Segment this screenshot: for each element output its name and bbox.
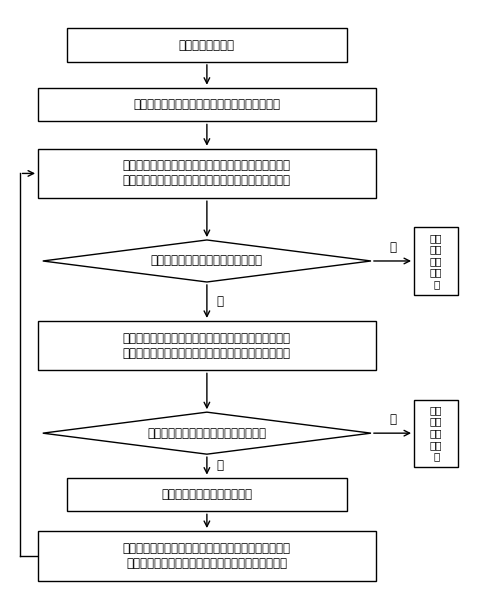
Text: 内容项标签信息是否符合巡检内容规定: 内容项标签信息是否符合巡检内容规定 — [147, 427, 267, 440]
FancyBboxPatch shape — [38, 321, 376, 371]
FancyBboxPatch shape — [67, 28, 347, 62]
FancyBboxPatch shape — [38, 88, 376, 121]
Text: 否: 否 — [389, 241, 396, 254]
Text: 对巡
检人
员进
行提
醒: 对巡 检人 员进 行提 醒 — [430, 233, 442, 289]
Text: 当前巡检点所有巡检项检查完后，将扫描到的标签信息
和巡检信息传回巡检服务中心，并检查下一个巡检点: 当前巡检点所有巡检项检查完后，将扫描到的标签信息 和巡检信息传回巡检服务中心，并… — [123, 542, 291, 570]
FancyBboxPatch shape — [67, 478, 347, 511]
Text: 发布巡检任务信息: 发布巡检任务信息 — [179, 38, 235, 52]
FancyBboxPatch shape — [414, 400, 459, 466]
Text: 位置标签信息是否符合巡检路线规定: 位置标签信息是否符合巡检路线规定 — [151, 255, 263, 268]
Text: 接收巡检任务信息，并对巡检人员进行工作指示: 接收巡检任务信息，并对巡检人员进行工作指示 — [134, 98, 280, 111]
Text: 按照巡检任务信息依次对每个巡检点进行巡检，并在对
每个巡检点进行检查之前，扫描对应巡检点的位置标签: 按照巡检任务信息依次对每个巡检点进行巡检，并在对 每个巡检点进行检查之前，扫描对… — [123, 159, 291, 188]
Polygon shape — [43, 240, 371, 282]
Text: 巡检人员对当前巡检点的每个巡检项依次进行巡检，在
对每个巡检项检查之前，扫描对应巡检项的内容项标签: 巡检人员对当前巡检点的每个巡检项依次进行巡检，在 对每个巡检项检查之前，扫描对应… — [123, 332, 291, 359]
FancyBboxPatch shape — [38, 531, 376, 581]
Text: 巡检人员对该巡检项进行检查: 巡检人员对该巡检项进行检查 — [162, 488, 252, 501]
FancyBboxPatch shape — [414, 227, 459, 295]
Polygon shape — [43, 412, 371, 454]
Text: 是: 是 — [217, 295, 223, 308]
Text: 否: 否 — [389, 413, 396, 426]
Text: 对巡
检人
员进
行提
醒: 对巡 检人 员进 行提 醒 — [430, 405, 442, 461]
FancyBboxPatch shape — [38, 149, 376, 198]
Text: 是: 是 — [217, 459, 223, 472]
